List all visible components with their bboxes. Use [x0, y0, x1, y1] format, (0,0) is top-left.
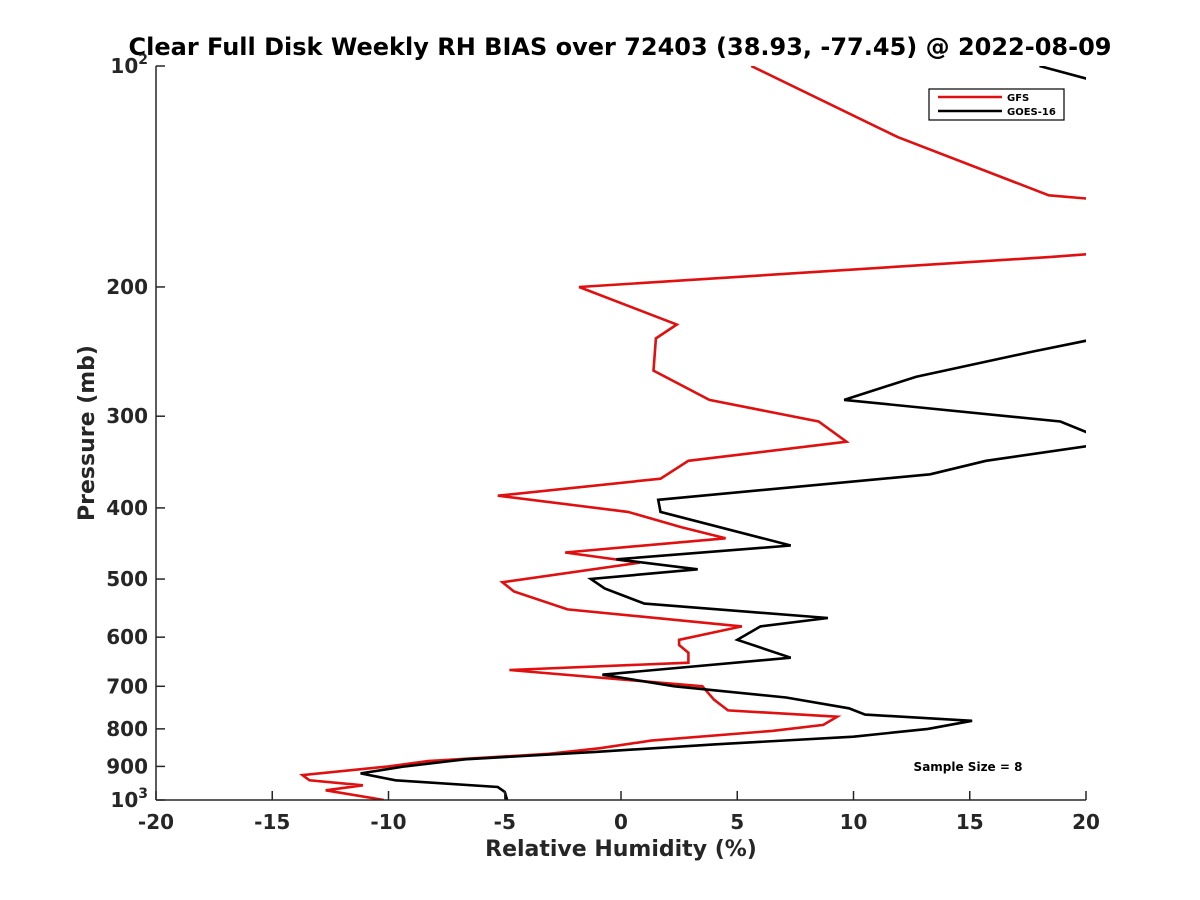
y-tick-label: 200 — [106, 275, 148, 299]
legend-label-goes16: GOES-16 — [1007, 107, 1056, 118]
series-line-goes16 — [1039, 66, 1086, 80]
x-tick-label: 15 — [956, 810, 984, 834]
y-tick-label: 700 — [106, 674, 148, 698]
x-tick-label: 10 — [840, 810, 868, 834]
x-tick-label: -15 — [254, 810, 290, 834]
y-tick-label: 300 — [106, 404, 148, 428]
y-tick-label: 500 — [106, 567, 148, 591]
y-tick-label: 600 — [106, 625, 148, 649]
y-tick-label: 800 — [106, 717, 148, 741]
chart-title: Clear Full Disk Weekly RH BIAS over 7240… — [129, 33, 1112, 61]
series-line-goes16-2 — [360, 445, 1086, 800]
legend-box — [928, 88, 1065, 121]
series-line-goes16-1 — [843, 339, 1086, 434]
sample-size-annotation: Sample Size = 8 — [914, 760, 1023, 774]
y-tick-label: 103 — [110, 786, 148, 812]
x-tick-label: 0 — [614, 810, 628, 834]
y-tick-label: 400 — [106, 496, 148, 520]
axes — [155, 65, 1087, 801]
x-axis-label: Relative Humidity (%) — [485, 837, 757, 862]
x-tick-label: -20 — [138, 810, 174, 834]
legend: GFS GOES-16 — [928, 88, 1065, 121]
y-tick-label: 102 — [110, 52, 148, 78]
y-tick-label: 900 — [106, 754, 148, 778]
x-tick-labels: -20 -15 -10 -5 0 5 10 15 20 — [138, 810, 1100, 834]
y-tick-labels: 102 200 300 400 500 600 700 800 900 103 — [106, 52, 148, 812]
y-axis-label: Pressure (mb) — [75, 345, 100, 521]
x-tick-label: 5 — [730, 810, 744, 834]
legend-label-gfs: GFS — [1007, 93, 1029, 104]
series-line-gfs — [750, 66, 1086, 200]
series-layer — [299, 66, 1086, 800]
x-tick-label: -10 — [370, 810, 406, 834]
x-tick-label: -5 — [494, 810, 516, 834]
x-tick-label: 20 — [1072, 810, 1100, 834]
